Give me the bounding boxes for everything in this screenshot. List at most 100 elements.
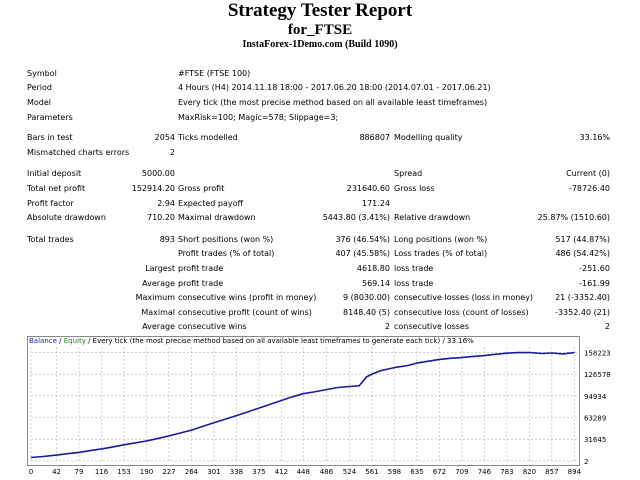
average-consecutive-label: Average bbox=[142, 322, 175, 331]
legend-equity: Equity bbox=[63, 337, 86, 345]
x-tick-label: 79 bbox=[75, 468, 84, 476]
period-label: Period bbox=[27, 83, 52, 92]
largest-loss-value: -251.60 bbox=[579, 264, 610, 273]
x-tick-label: 857 bbox=[545, 468, 558, 476]
quality-label: Modelling quality bbox=[394, 133, 463, 142]
bars-label: Bars in test bbox=[27, 133, 73, 142]
legend-balance: Balance bbox=[29, 337, 57, 345]
symbol-value: #FTSE (FTSE 100) bbox=[178, 69, 251, 78]
x-tick-label: 42 bbox=[52, 468, 61, 476]
maximal-consecutive-profit-label: consecutive profit (count of wins) bbox=[178, 308, 312, 317]
mismatch-label: Mismatched charts errors bbox=[27, 148, 130, 157]
x-tick-label: 746 bbox=[478, 468, 492, 476]
chart-legend: Balance / Equity / Every tick (the most … bbox=[29, 337, 474, 346]
gross-loss-value: -78726.40 bbox=[568, 184, 610, 193]
mismatch-value: 2 bbox=[169, 148, 175, 157]
average-consecutive-losses-value: 2 bbox=[604, 322, 610, 331]
symbol-label: Symbol bbox=[27, 69, 57, 78]
average-label: Average bbox=[142, 279, 175, 288]
spread-label: Spread bbox=[394, 169, 423, 178]
x-tick-label: 598 bbox=[388, 468, 401, 476]
profit-trades-label: Profit trades (% of total) bbox=[178, 249, 275, 258]
absolute-drawdown-label: Absolute drawdown bbox=[27, 213, 106, 222]
x-tick-label: 635 bbox=[410, 468, 423, 476]
long-positions-label: Long positions (won %) bbox=[394, 235, 488, 244]
x-tick-label: 486 bbox=[320, 468, 334, 476]
average-loss-value: -161.99 bbox=[579, 279, 610, 288]
x-tick-label: 0 bbox=[29, 468, 33, 476]
largest-loss-label: loss trade bbox=[394, 264, 434, 273]
spread-value: Current (0) bbox=[566, 169, 610, 178]
period-value: 4 Hours (H4) 2014.11.18 18:00 - 2017.06.… bbox=[178, 83, 491, 92]
maximal-consecutive-loss-value: -3352.40 (21) bbox=[555, 308, 610, 317]
model-value: Every tick (the most precise method base… bbox=[178, 98, 488, 107]
x-tick-label: 412 bbox=[275, 468, 288, 476]
relative-drawdown-label: Relative drawdown bbox=[394, 213, 471, 222]
deposit-value: 5000.00 bbox=[141, 169, 175, 178]
bars-value: 2054 bbox=[154, 133, 175, 142]
net-profit-label: Total net profit bbox=[27, 184, 86, 193]
largest-profit-value: 4618.80 bbox=[356, 264, 390, 273]
average-profit-label: profit trade bbox=[178, 279, 224, 288]
y-tick-label: 31645 bbox=[584, 436, 606, 444]
gross-loss-label: Gross loss bbox=[394, 184, 435, 193]
legend-description: / Every tick (the most precise method ba… bbox=[85, 337, 474, 345]
y-tick-label: 126578 bbox=[584, 371, 611, 379]
max-consecutive-losses-value: 21 (-3352.40) bbox=[555, 293, 610, 302]
profit-factor-value: 2.94 bbox=[157, 199, 175, 208]
x-tick-label: 116 bbox=[95, 468, 109, 476]
x-tick-label: 375 bbox=[252, 468, 265, 476]
y-tick-label: 2 bbox=[584, 458, 588, 466]
server-build: InstaForex-1Demo.com (Build 1090) bbox=[242, 39, 398, 50]
maximal-label: Maximal bbox=[141, 308, 175, 317]
x-tick-label: 153 bbox=[117, 468, 130, 476]
largest-profit-label: profit trade bbox=[178, 264, 224, 273]
loss-trades-value: 486 (54.42%) bbox=[555, 249, 610, 258]
x-tick-label: 190 bbox=[140, 468, 153, 476]
maximal-drawdown-label: Maximal drawdown bbox=[178, 213, 256, 222]
report-subtitle: for_FTSE bbox=[287, 22, 353, 38]
x-tick-label: 709 bbox=[455, 468, 468, 476]
largest-label: Largest bbox=[145, 264, 175, 273]
average-consecutive-wins-value: 2 bbox=[384, 322, 390, 331]
maximum-label: Maximum bbox=[135, 293, 175, 302]
x-tick-label: 524 bbox=[343, 468, 357, 476]
x-tick-label: 227 bbox=[162, 468, 175, 476]
average-consecutive-wins-label: consecutive wins bbox=[178, 322, 247, 331]
absolute-drawdown-value: 710.20 bbox=[147, 213, 175, 222]
x-tick-label: 448 bbox=[297, 468, 310, 476]
max-consecutive-losses-label: consecutive losses (loss in money) bbox=[394, 293, 534, 302]
model-label: Model bbox=[27, 98, 52, 107]
x-tick-label: 561 bbox=[365, 468, 378, 476]
max-consecutive-wins-label: consecutive wins (profit in money) bbox=[178, 293, 317, 302]
maximal-drawdown-value: 5443.80 (3.41%) bbox=[322, 213, 390, 222]
ticks-value: 886807 bbox=[359, 133, 390, 142]
max-consecutive-wins-value: 9 (8030.00) bbox=[343, 293, 390, 302]
y-tick-label: 94934 bbox=[584, 393, 607, 401]
x-tick-label: 783 bbox=[500, 468, 513, 476]
report-title: Strategy Tester Report bbox=[227, 0, 413, 21]
total-trades-value: 893 bbox=[159, 235, 175, 244]
deposit-label: Initial deposit bbox=[27, 169, 82, 178]
profit-factor-label: Profit factor bbox=[27, 199, 74, 208]
x-tick-label: 672 bbox=[433, 468, 446, 476]
net-profit-value: 152914.20 bbox=[131, 184, 175, 193]
expected-payoff-label: Expected payoff bbox=[178, 199, 243, 208]
x-tick-label: 894 bbox=[568, 468, 582, 476]
x-tick-label: 820 bbox=[523, 468, 536, 476]
maximal-consecutive-profit-value: 8148.40 (5) bbox=[343, 308, 390, 317]
relative-drawdown-value: 25.87% (1510.60) bbox=[537, 213, 610, 222]
expected-payoff-value: 171.24 bbox=[362, 199, 390, 208]
x-tick-label: 301 bbox=[207, 468, 220, 476]
maximal-consecutive-loss-label: consecutive loss (count of losses) bbox=[394, 308, 529, 317]
x-tick-label: 338 bbox=[230, 468, 243, 476]
loss-trades-label: Loss trades (% of total) bbox=[394, 249, 488, 258]
x-tick-label: 264 bbox=[185, 468, 199, 476]
balance-line bbox=[30, 351, 575, 459]
parameters-value: MaxRisk=100; Magic=578; Slippage=3; bbox=[178, 113, 339, 122]
short-positions-label: Short positions (won %) bbox=[178, 235, 274, 244]
y-tick-label: 158223 bbox=[584, 349, 611, 357]
long-positions-value: 517 (44.87%) bbox=[555, 235, 610, 244]
total-trades-label: Total trades bbox=[27, 235, 74, 244]
